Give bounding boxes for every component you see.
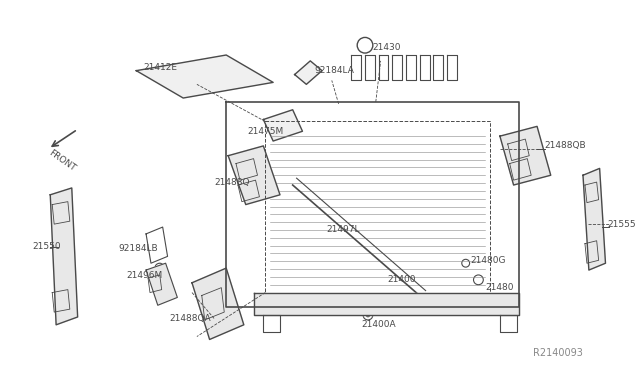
Text: 21475M: 21475M xyxy=(248,127,284,136)
Polygon shape xyxy=(253,292,520,315)
Polygon shape xyxy=(146,263,177,305)
Polygon shape xyxy=(583,169,605,270)
Text: 21496M: 21496M xyxy=(127,272,163,280)
Text: 21480: 21480 xyxy=(485,283,514,292)
Text: 21400: 21400 xyxy=(387,275,416,284)
Text: 21488Q: 21488Q xyxy=(214,177,250,187)
Text: 21400A: 21400A xyxy=(361,320,396,329)
Polygon shape xyxy=(294,61,322,84)
Text: 21550: 21550 xyxy=(33,242,61,251)
Polygon shape xyxy=(192,268,244,340)
Polygon shape xyxy=(136,55,273,98)
Polygon shape xyxy=(263,110,303,141)
Polygon shape xyxy=(500,126,551,185)
Text: 92184LB: 92184LB xyxy=(118,244,158,253)
Text: 21488QB: 21488QB xyxy=(544,141,586,150)
Text: 21555: 21555 xyxy=(607,219,636,229)
Text: 21488QA: 21488QA xyxy=(170,314,211,323)
Text: 21497L: 21497L xyxy=(326,225,360,234)
Text: 21412E: 21412E xyxy=(143,63,177,72)
Text: 92184LA: 92184LA xyxy=(314,66,354,75)
Text: 21480G: 21480G xyxy=(470,256,506,265)
Circle shape xyxy=(366,313,370,317)
Text: R2140093: R2140093 xyxy=(533,348,583,358)
Text: FRONT: FRONT xyxy=(47,148,77,173)
Polygon shape xyxy=(228,146,280,205)
Polygon shape xyxy=(51,188,77,325)
Text: 21430: 21430 xyxy=(373,43,401,52)
